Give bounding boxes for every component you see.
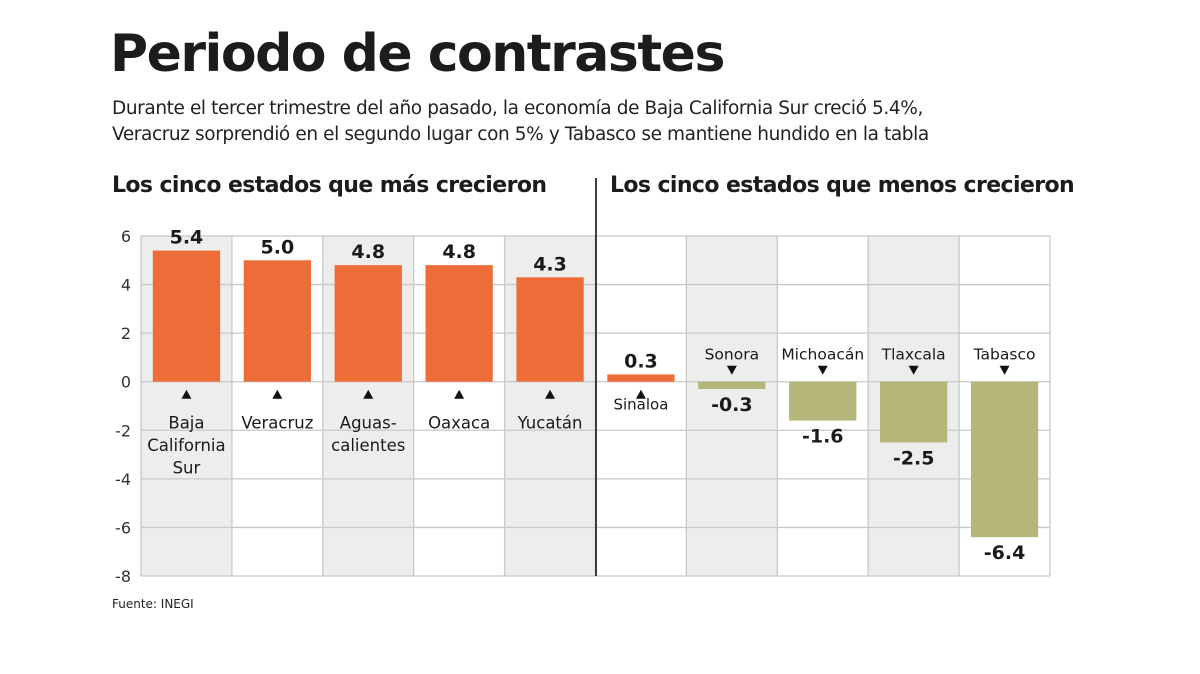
subtitle-line: Durante el tercer trimestre del año pasa… [112,98,923,119]
section-title-bottom-growth: Los cinco estados que menos crecieron [610,173,1075,198]
y-tick-label: 6 [121,227,131,246]
bar [789,381,857,421]
y-tick-label: 2 [121,324,131,343]
value-label: -0.3 [711,394,753,416]
value-label: 0.3 [624,350,658,372]
category-label: Michoacán [781,346,864,364]
bar [698,381,766,389]
category-label: Yucatán [517,414,583,433]
up-triangle-icon [454,389,465,399]
category-label: calientes [331,436,405,455]
down-triangle-icon [726,365,737,375]
bar [334,265,402,382]
y-tick-label: 0 [121,373,131,392]
value-label: 5.0 [261,236,295,258]
category-label: Sur [173,459,201,478]
value-label: -1.6 [802,426,844,448]
bar [152,250,221,382]
category-label: Veracruz [241,414,313,433]
category-label: Tabasco [973,346,1036,364]
bar [970,381,1039,538]
bar [243,260,311,382]
up-triangle-icon [181,389,192,399]
subtitle: Durante el tercer trimestre del año pasa… [112,96,929,148]
y-tick-label: -8 [115,567,131,586]
down-triangle-icon [999,365,1010,375]
category-label: Aguas- [340,414,397,433]
y-tick-label: -6 [115,518,131,537]
value-label: 4.3 [533,253,567,275]
up-triangle-icon [545,389,556,399]
section-title-top-growth: Los cinco estados que más crecieron [112,173,547,198]
column-background [686,236,778,576]
value-label: 5.4 [170,227,204,249]
value-label: 4.8 [442,241,476,263]
y-tick-label: -4 [115,470,131,489]
value-label: -2.5 [893,447,935,469]
value-label: 4.8 [351,241,385,263]
category-label: Sinaloa [613,396,668,414]
bar [607,374,675,382]
down-triangle-icon [908,365,919,375]
category-label: Oaxaca [428,414,490,433]
category-label: California [147,436,225,455]
category-label: Tlaxcala [881,346,946,364]
value-label: -6.4 [984,542,1026,564]
y-tick-label: 4 [121,276,131,295]
subtitle-line: Veracruz sorprendió en el segundo lugar … [112,124,929,145]
bar [516,277,584,382]
down-triangle-icon [817,365,828,375]
bar [880,381,948,443]
category-label: Baja [168,414,204,433]
up-triangle-icon [635,389,646,399]
category-label: Sonora [705,346,760,364]
source-note: Fuente: INEGI [112,597,194,611]
column-background [595,236,687,576]
bar [425,265,493,382]
up-triangle-icon [363,389,374,399]
up-triangle-icon [272,389,283,399]
y-tick-label: -2 [115,421,131,440]
page-title: Periodo de contrastes [110,24,725,84]
